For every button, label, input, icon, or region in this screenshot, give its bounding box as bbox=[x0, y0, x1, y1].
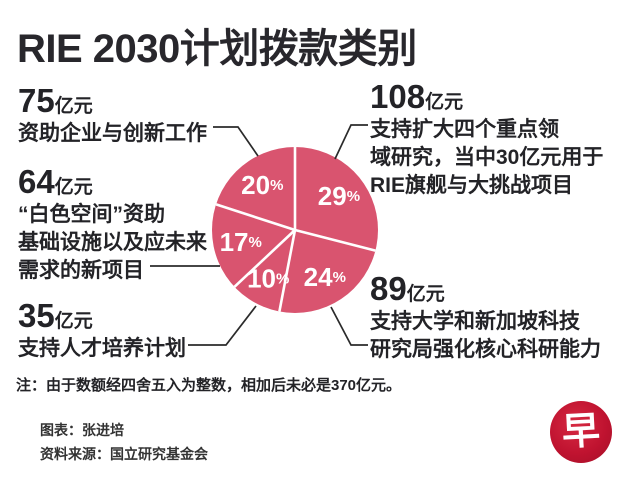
credit-chart-author: 图表：张进培 bbox=[40, 422, 124, 438]
amount-unit: 亿元 bbox=[425, 92, 464, 113]
pie-divider bbox=[233, 229, 296, 288]
callout-108: 108亿元 支持扩大四个重点领 域研究，当中30亿元用于 RIE旗舰与大挑战项目 bbox=[370, 80, 603, 200]
footnote: 注：由于数额经四舍五入为整数，相加后未必是370亿元。 bbox=[16, 377, 402, 394]
page-title: RIE 2030计划拨款类别 bbox=[17, 27, 417, 71]
callout-description: “白色空间”资助 bbox=[18, 203, 165, 226]
leader-line-35 bbox=[188, 305, 257, 346]
pie-slice-label: 24% bbox=[304, 262, 346, 292]
amount-value: 108 bbox=[370, 78, 426, 115]
callout-64: 64亿元 “白色空间”资助 基础设施以及应未来 需求的新项目 bbox=[18, 165, 207, 285]
annotation-lines bbox=[150, 124, 368, 346]
callout-description: 研究局强化核心科研能力 bbox=[370, 338, 601, 361]
amount-unit: 亿元 bbox=[406, 284, 445, 305]
callout-description: 域研究，当中30亿元用于 bbox=[370, 146, 604, 169]
pie-divider bbox=[294, 228, 376, 252]
pie-slices: 29% 24% 10% 17% 20% bbox=[212, 147, 378, 313]
callout-description: 需求的新项目 bbox=[18, 259, 144, 282]
amount-value: 75 bbox=[18, 82, 55, 119]
amount-value: 35 bbox=[18, 297, 55, 334]
callout-description: RIE旗舰与大挑战项目 bbox=[370, 174, 574, 197]
zaobao-logo: 早 bbox=[550, 401, 612, 463]
amount-line: 35亿元 bbox=[18, 299, 186, 332]
callout-75: 75亿元 资助企业与创新工作 bbox=[18, 84, 207, 148]
amount-value: 64 bbox=[18, 163, 55, 200]
credit-source: 资料来源：国立研究基金会 bbox=[40, 446, 208, 462]
leader-line-89 bbox=[330, 306, 368, 346]
zaobao-logo-character: 早 bbox=[560, 410, 602, 454]
amount-line: 89亿元 bbox=[370, 272, 601, 305]
amount-line: 75亿元 bbox=[18, 84, 207, 117]
callout-description: 支持人才培养计划 bbox=[18, 337, 186, 360]
callout-89: 89亿元 支持大学和新加坡科技 研究局强化核心科研能力 bbox=[370, 272, 601, 364]
callout-description: 资助企业与创新工作 bbox=[18, 122, 207, 145]
leader-line-75 bbox=[213, 126, 259, 157]
callout-description: 支持扩大四个重点领 bbox=[370, 118, 559, 141]
amount-unit: 亿元 bbox=[54, 96, 93, 117]
amount-value: 89 bbox=[370, 270, 407, 307]
callout-35: 35亿元 支持人才培养计划 bbox=[18, 299, 186, 363]
pie-slice-label: 20% bbox=[241, 170, 283, 200]
amount-unit: 亿元 bbox=[54, 311, 93, 332]
callout-description: 支持大学和新加坡科技 bbox=[370, 310, 580, 333]
pie-slice-label: 10% bbox=[247, 264, 289, 294]
pie-divider bbox=[278, 229, 297, 312]
pie-divider bbox=[215, 203, 296, 232]
callout-description: 基础设施以及应未来 bbox=[18, 231, 207, 254]
pie-slice-label: 17% bbox=[220, 227, 262, 257]
leader-line-108 bbox=[334, 124, 368, 160]
amount-unit: 亿元 bbox=[54, 177, 93, 198]
pie-slice-label: 29% bbox=[318, 181, 360, 211]
amount-line: 108亿元 bbox=[370, 80, 603, 113]
amount-line: 64亿元 bbox=[18, 165, 207, 198]
